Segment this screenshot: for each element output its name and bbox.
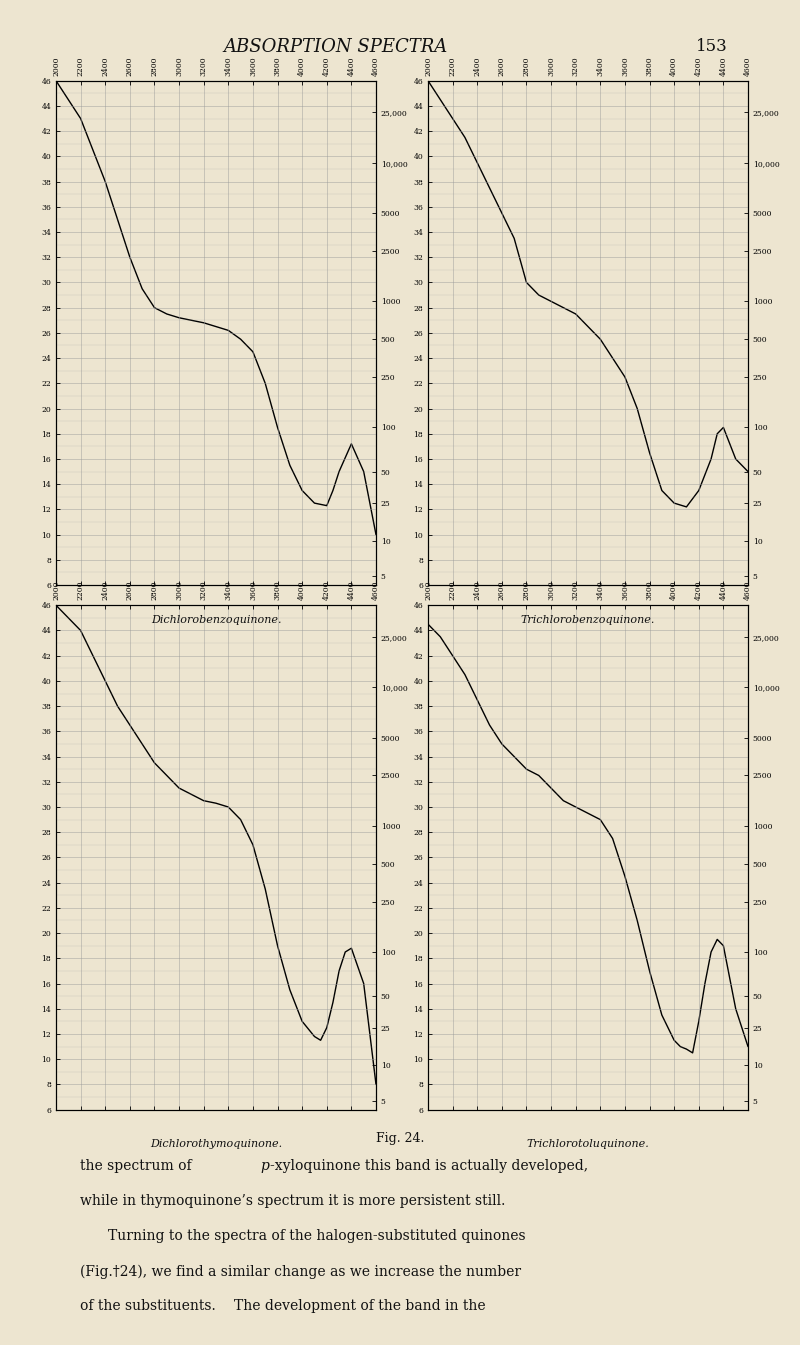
Text: p: p [260, 1159, 269, 1173]
Text: -xyloquinone this band is actually developed,: -xyloquinone this band is actually devel… [270, 1159, 588, 1173]
Text: while in thymoquinone’s spectrum it is more persistent still.: while in thymoquinone’s spectrum it is m… [80, 1194, 506, 1208]
Text: ABSORPTION SPECTRA: ABSORPTION SPECTRA [224, 38, 448, 55]
Text: Turning to the spectra of the halogen-substituted quinones: Turning to the spectra of the halogen-su… [108, 1229, 526, 1243]
Text: Dichlorobenzoquinone.: Dichlorobenzoquinone. [150, 615, 282, 624]
Text: of the substituents.  The development of the band in the: of the substituents. The development of … [80, 1299, 486, 1313]
Text: 153: 153 [696, 38, 728, 55]
Text: the spectrum of: the spectrum of [80, 1159, 196, 1173]
Text: Fig. 24.: Fig. 24. [376, 1132, 424, 1146]
Text: Trichlorobenzoquinone.: Trichlorobenzoquinone. [521, 615, 655, 624]
Text: (Fig.†24), we find a similar change as we increase the number: (Fig.†24), we find a similar change as w… [80, 1264, 521, 1279]
Text: Dichlorothymoquinone.: Dichlorothymoquinone. [150, 1139, 282, 1149]
Text: Trichlorotoluquinone.: Trichlorotoluquinone. [526, 1139, 650, 1149]
